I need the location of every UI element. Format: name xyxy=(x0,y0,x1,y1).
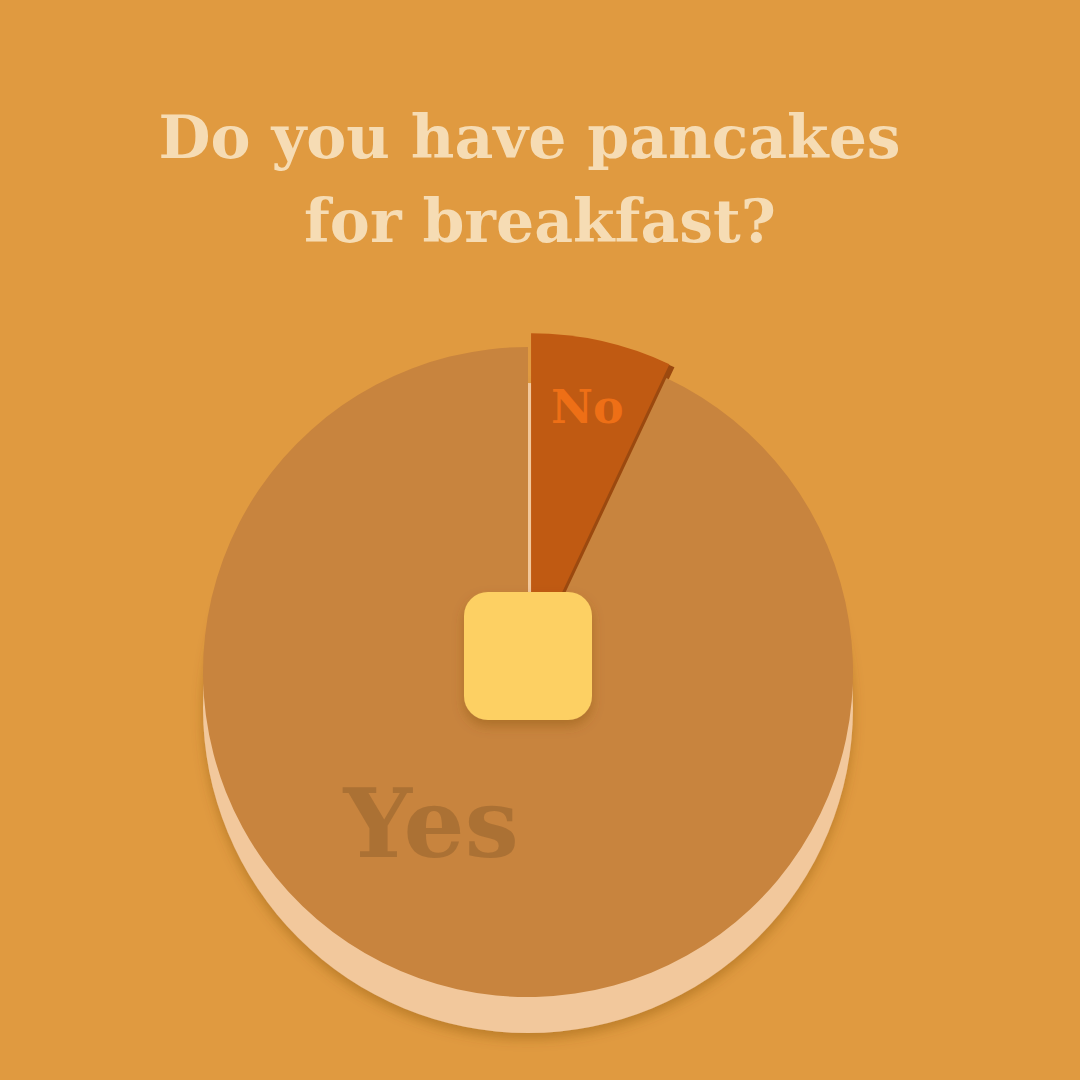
slice-label: No xyxy=(551,380,624,434)
title-line: for breakfast? xyxy=(304,186,776,256)
chart: Do you have pancakes for breakfast? No Yes xyxy=(0,0,1080,1080)
slice xyxy=(203,347,853,997)
background xyxy=(0,0,1080,1080)
pie: No Yes xyxy=(203,333,853,1033)
butter xyxy=(464,592,592,720)
title-line: Do you have pancakes xyxy=(158,102,921,172)
title: Do you have pancakes for breakfast? xyxy=(158,102,921,256)
slice-group xyxy=(203,347,853,997)
slice-label: Yes xyxy=(342,767,518,880)
